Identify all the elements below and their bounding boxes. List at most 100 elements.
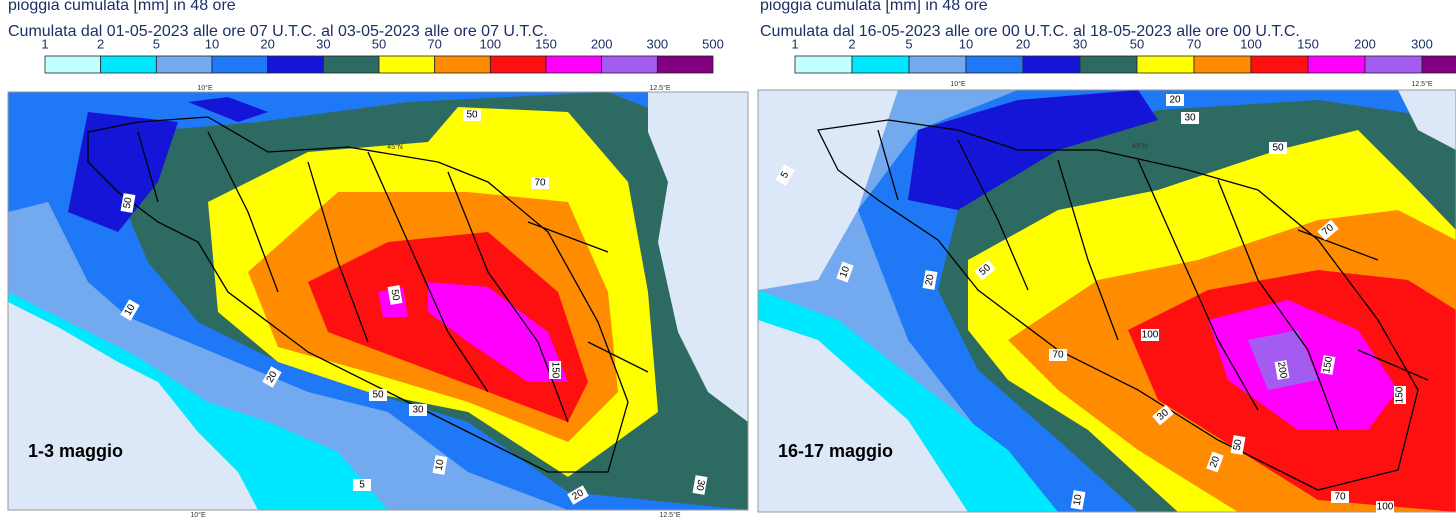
legend-label: 5 bbox=[905, 36, 912, 51]
contour-label-text: 50 bbox=[388, 289, 401, 302]
axis-label: 12.5°E bbox=[649, 84, 670, 92]
legend-swatch bbox=[1079, 55, 1138, 74]
legend-swatch bbox=[1307, 55, 1366, 74]
legend-swatch bbox=[378, 55, 436, 74]
contour-label: 20 bbox=[1206, 451, 1224, 473]
contour-label-text: 5 bbox=[359, 480, 365, 491]
contour-label-text: 30 bbox=[1184, 113, 1196, 124]
legend-label: 300 bbox=[1411, 36, 1433, 51]
contour-label: 5 bbox=[775, 164, 795, 186]
contour-label: 70 bbox=[531, 177, 549, 189]
legend-label: 150 bbox=[535, 36, 557, 51]
contour-label: 20 bbox=[262, 366, 282, 388]
contour-label-box bbox=[432, 455, 448, 475]
contour-label-text: 50 bbox=[1272, 143, 1284, 154]
legend-swatch bbox=[794, 55, 853, 74]
contour-label: 200 bbox=[1274, 360, 1290, 380]
legend-swatch bbox=[965, 55, 1024, 74]
axis-label: 10°E bbox=[197, 84, 213, 92]
legend-label: 70 bbox=[427, 36, 441, 51]
period-label: 1-3 maggio bbox=[28, 441, 123, 461]
contour-label-text: 150 bbox=[1395, 386, 1406, 403]
legend-swatch bbox=[267, 55, 324, 74]
contour-label-text: 150 bbox=[1321, 355, 1335, 374]
contour-label-text: 50 bbox=[122, 196, 135, 209]
legend-label: 20 bbox=[1016, 36, 1030, 51]
contour-label-box bbox=[1331, 491, 1349, 503]
contour-label-text: 20 bbox=[571, 487, 587, 502]
legend-swatch bbox=[851, 55, 910, 74]
contour-label-text: 30 bbox=[412, 405, 424, 416]
contour-label-box bbox=[353, 479, 371, 491]
contour-label: 10 bbox=[432, 455, 448, 475]
contour-label: 70 bbox=[1331, 491, 1349, 503]
contour-label-box bbox=[1320, 355, 1336, 375]
contour-label: 150 bbox=[1320, 355, 1336, 375]
legend-label: 50 bbox=[1130, 36, 1144, 51]
legend-label: 200 bbox=[1354, 36, 1376, 51]
contour-label-box bbox=[1274, 360, 1290, 380]
contour-label: 100 bbox=[1141, 329, 1159, 341]
contour-label-box bbox=[922, 270, 938, 290]
subtitle: Cumulata dal 16-05-2023 alle ore 00 U.T.… bbox=[760, 23, 1300, 40]
contour-label: 10 bbox=[836, 261, 854, 283]
legend-label: 1 bbox=[41, 36, 48, 51]
contour-label: 50 bbox=[463, 109, 481, 121]
legend-swatch bbox=[155, 55, 213, 74]
legend-swatch bbox=[100, 55, 157, 74]
contour-label-box bbox=[1141, 329, 1159, 341]
legend-label: 30 bbox=[1073, 36, 1087, 51]
contour-label-text: 10 bbox=[434, 458, 447, 471]
axis-label: 10°E bbox=[190, 511, 206, 519]
contour-label-box bbox=[1206, 451, 1224, 473]
legend-label: 70 bbox=[1187, 36, 1201, 51]
contour-label-box bbox=[1317, 219, 1339, 241]
contour-label: 30 bbox=[1152, 404, 1174, 426]
contour-label: 50 bbox=[387, 285, 403, 305]
legend-label: 500 bbox=[702, 36, 724, 51]
contour-label: 150 bbox=[549, 361, 561, 379]
legend-label: 20 bbox=[260, 36, 274, 51]
contour-label: 50 bbox=[120, 193, 136, 213]
contour-label-box bbox=[120, 193, 136, 213]
contour-label-box bbox=[1152, 404, 1174, 426]
contour-label: 20 bbox=[567, 485, 589, 505]
legend-swatch bbox=[1250, 55, 1309, 74]
contour-label-text: 20 bbox=[265, 369, 280, 385]
contour-label-text: 30 bbox=[693, 479, 706, 492]
legend-label: 150 bbox=[1297, 36, 1319, 51]
legend-swatch bbox=[1022, 55, 1081, 74]
legend-swatch bbox=[434, 55, 491, 74]
contour-label-box bbox=[775, 164, 795, 186]
legend-label: 10 bbox=[959, 36, 973, 51]
contour-label-text: 20 bbox=[1208, 455, 1222, 470]
axis-label: 10°E bbox=[950, 80, 966, 88]
contour-label-text: 20 bbox=[1169, 95, 1181, 106]
contour-label-text: 20 bbox=[924, 273, 937, 286]
contour-label-text: 70 bbox=[534, 178, 546, 189]
map-frame bbox=[7, 91, 749, 511]
contour-label-box bbox=[1070, 490, 1086, 510]
legend-swatch bbox=[211, 55, 269, 74]
contour-label-text: 50 bbox=[466, 110, 478, 121]
contour-label-text: 10 bbox=[1072, 493, 1085, 506]
contour-label-text: 50 bbox=[372, 390, 384, 401]
legend-label: 2 bbox=[848, 36, 855, 51]
contour-label-text: 70 bbox=[1052, 350, 1064, 361]
contour-label-box bbox=[387, 285, 403, 305]
legend-swatch bbox=[545, 55, 603, 74]
legend-label: 10 bbox=[205, 36, 219, 51]
contour-label-box bbox=[1181, 112, 1199, 124]
contour-label-text: 10 bbox=[838, 265, 852, 280]
contour-label-box bbox=[1376, 501, 1394, 513]
contour-label-text: 100 bbox=[1377, 502, 1394, 513]
contour-label: 50 bbox=[369, 389, 387, 401]
contour-label: 100 bbox=[1376, 501, 1394, 513]
contour-label: 20 bbox=[922, 270, 938, 290]
contour-label-box bbox=[369, 389, 387, 401]
contour-label-box bbox=[567, 485, 589, 505]
axis-label: 12.5°E bbox=[659, 511, 680, 519]
contour-label: 50 bbox=[1230, 435, 1246, 455]
contour-label-text: 150 bbox=[549, 362, 560, 379]
